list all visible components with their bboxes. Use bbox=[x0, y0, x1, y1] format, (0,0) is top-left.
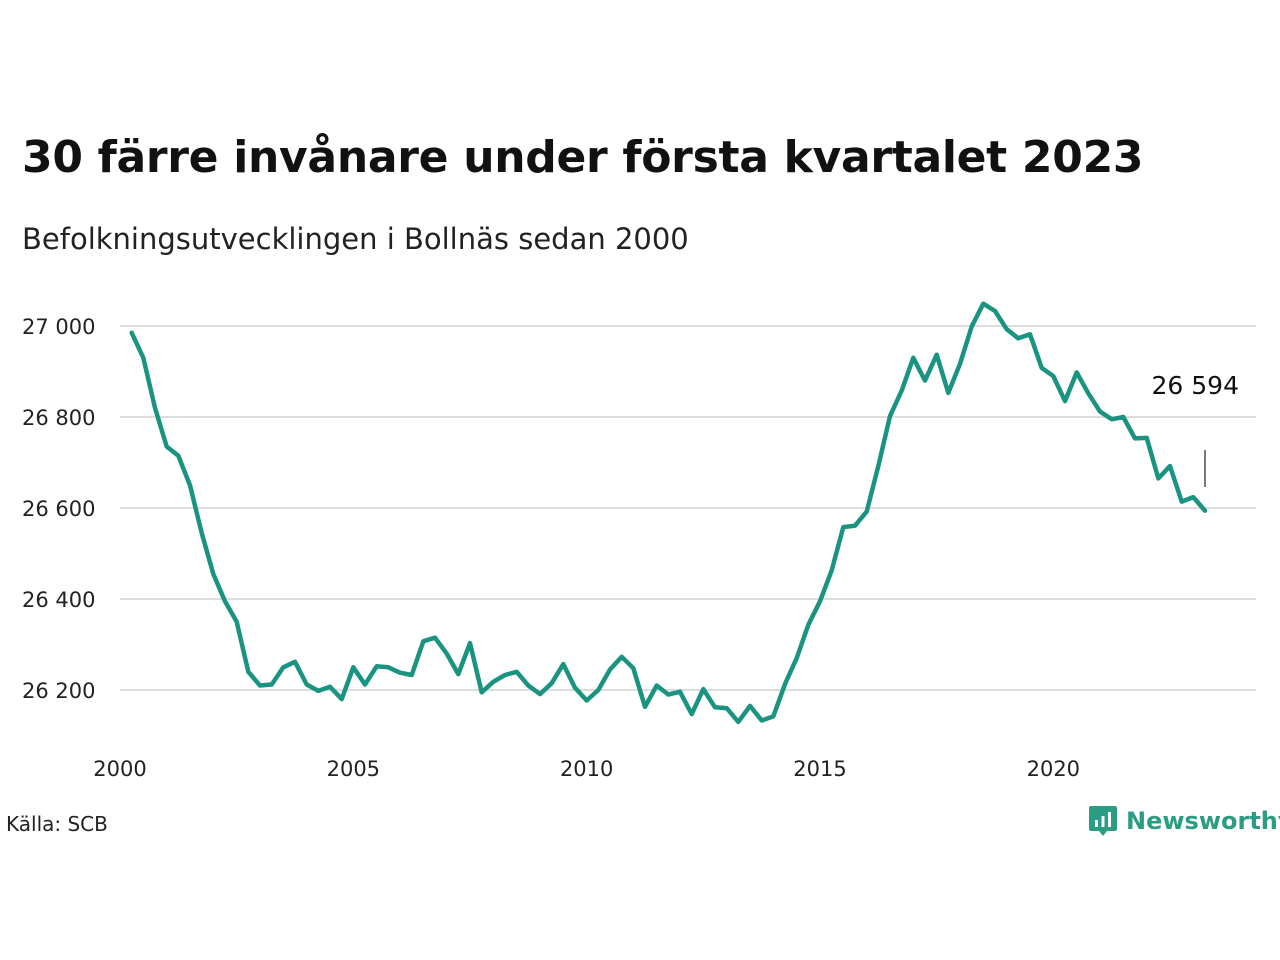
brand-logo: Newsworthy bbox=[1088, 804, 1280, 838]
chart-subtitle: Befolkningsutvecklingen i Bollnäs sedan … bbox=[22, 222, 689, 256]
x-tick-label: 2020 bbox=[1027, 757, 1080, 781]
y-tick-label: 26 400 bbox=[22, 588, 95, 612]
y-tick-label: 26 600 bbox=[22, 497, 95, 521]
gridlines bbox=[120, 325, 1256, 691]
y-axis: 26 200 26 400 26 600 26 800 27 000 bbox=[22, 315, 95, 703]
y-tick-label: 26 800 bbox=[22, 406, 95, 430]
x-axis: 2000 2005 2010 2015 2020 bbox=[93, 757, 1080, 781]
source-note: Källa: SCB bbox=[6, 812, 108, 836]
annotations: 26 594 bbox=[1152, 371, 1239, 487]
x-tick-label: 2000 bbox=[93, 757, 146, 781]
last-value-label: 26 594 bbox=[1152, 371, 1239, 400]
chart-logo-icon bbox=[1089, 806, 1117, 836]
brand-name: Newsworthy bbox=[1126, 807, 1280, 835]
y-tick-label: 26 200 bbox=[22, 679, 95, 703]
series bbox=[129, 301, 1208, 725]
x-tick-label: 2005 bbox=[327, 757, 380, 781]
chart-title: 30 färre invånare under första kvartalet… bbox=[22, 132, 1144, 183]
series-line bbox=[129, 301, 1208, 725]
y-tick-label: 27 000 bbox=[22, 315, 95, 339]
x-tick-label: 2015 bbox=[793, 757, 846, 781]
x-tick-label: 2010 bbox=[560, 757, 613, 781]
